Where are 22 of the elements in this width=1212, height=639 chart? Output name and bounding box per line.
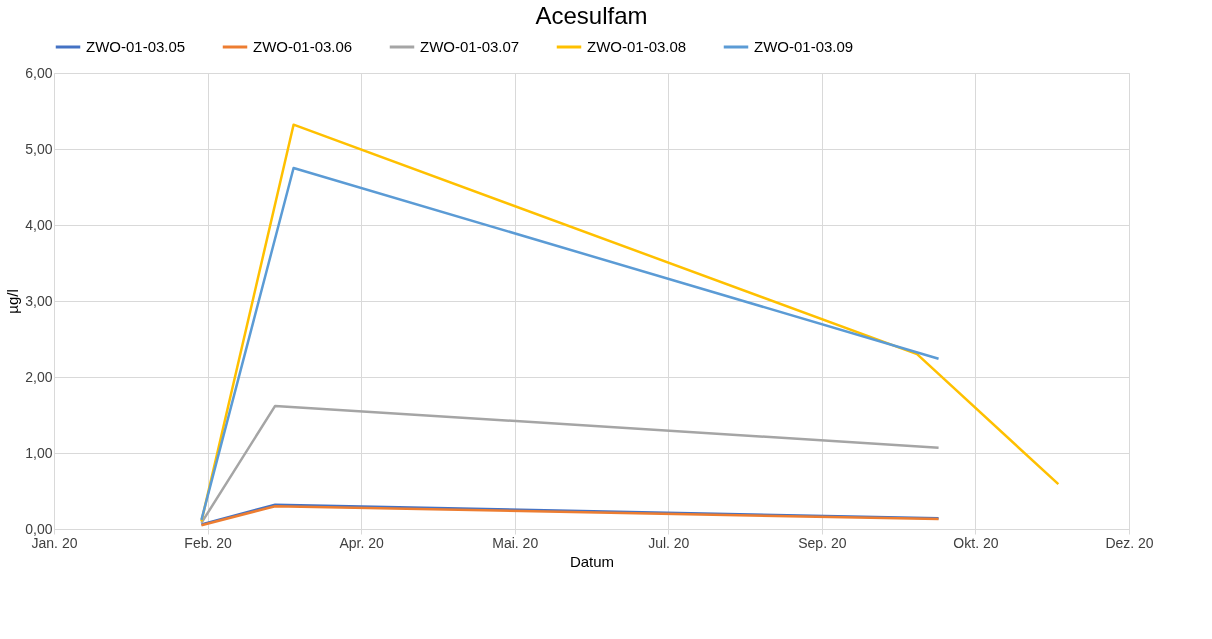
chart-title: Acesulfam — [535, 2, 648, 29]
y-axis-title: µg/l — [4, 289, 22, 314]
y-tick-label: 1,00 — [25, 444, 53, 461]
y-tick-label: 4,00 — [25, 216, 53, 233]
y-tick-label: 6,00 — [25, 64, 53, 81]
y-tick-label: 3,00 — [25, 292, 53, 309]
legend-label: ZWO-01-03.08 — [587, 38, 687, 55]
x-tick-label: Mai. 20 — [492, 534, 539, 551]
x-tick-label: Okt. 20 — [953, 534, 999, 551]
legend-label: ZWO-01-03.05 — [86, 38, 186, 55]
x-tick-label: Apr. 20 — [339, 534, 385, 551]
x-tick-label: Jul. 20 — [648, 534, 690, 551]
legend-label: ZWO-01-03.09 — [754, 38, 854, 55]
legend-label: ZWO-01-03.06 — [253, 38, 353, 55]
legend-label: ZWO-01-03.07 — [420, 38, 520, 55]
x-tick-label: Sep. 20 — [798, 534, 847, 551]
x-axis-title: Datum — [569, 552, 615, 570]
y-tick-label: 5,00 — [25, 140, 53, 157]
y-tick-label: 2,00 — [25, 368, 53, 385]
x-tick-label: Feb. 20 — [184, 534, 233, 551]
x-tick-label: Dez. 20 — [1105, 534, 1154, 551]
y-tick-label: 0,00 — [25, 520, 53, 537]
